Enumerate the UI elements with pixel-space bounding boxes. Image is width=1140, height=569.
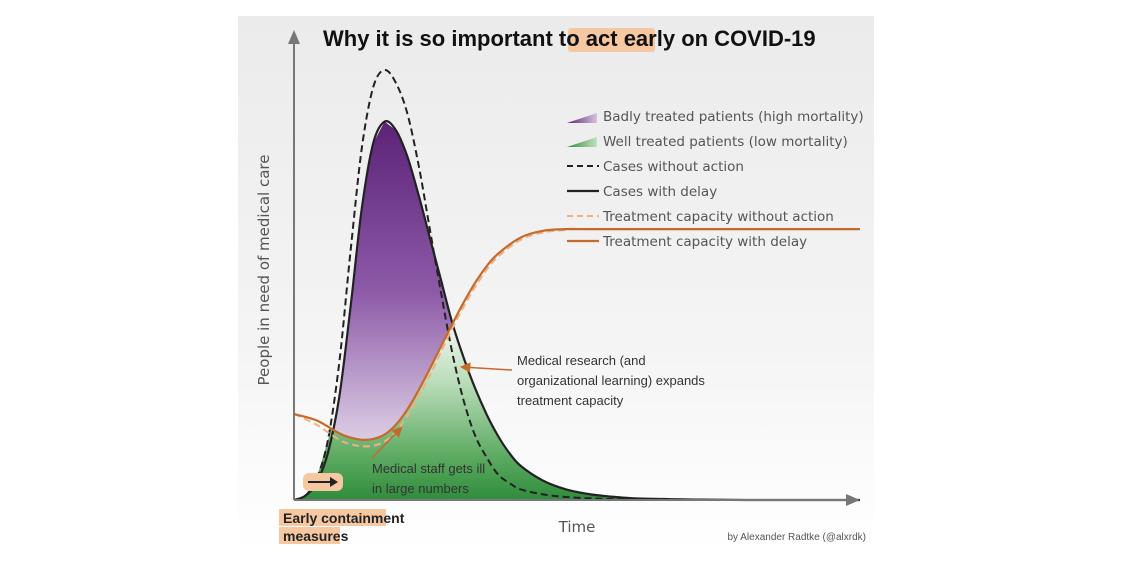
legend-item-well-treated: Well treated patients (low mortality)	[567, 134, 848, 150]
y-axis-label: People in need of medical care	[255, 155, 273, 386]
containment-label-line-1: Early containment	[283, 510, 405, 526]
research-note-line-2: organizational learning) expands	[517, 373, 705, 388]
x-axis-arrow-icon	[846, 494, 860, 506]
axes: People in need of medical care Time	[255, 30, 860, 536]
title-part-1: Why it is so important to	[323, 26, 586, 51]
title-part-highlighted: act early	[586, 26, 676, 51]
y-axis-arrow-icon	[288, 30, 300, 44]
x-axis-label: Time	[558, 518, 596, 536]
chart-title: Why it is so important to act early on C…	[323, 26, 816, 52]
well-treated-area	[294, 323, 860, 500]
title-highlight	[568, 28, 655, 52]
annotation-staff: Medical staff gets ill in large numbers	[371, 426, 485, 496]
research-arrow	[459, 362, 513, 373]
staff-note-line-2: in large numbers	[372, 481, 469, 496]
staff-note-line-1: Medical staff gets ill	[372, 461, 485, 476]
research-note-line-3: treatment capacity	[517, 393, 624, 408]
credit-text: by Alexander Radtke (@alxrdk)	[727, 532, 866, 543]
title-part-3: on COVID-19	[675, 26, 816, 51]
cases-with-delay-line	[293, 120, 860, 502]
legend-item-capacity-without-action: Treatment capacity without action	[567, 209, 834, 225]
research-note-line-1: Medical research (and	[517, 353, 646, 368]
legend-item-cases-without-action: Cases without action	[567, 159, 744, 175]
legend-swatch-purple	[567, 113, 597, 123]
containment-label-bg-2	[279, 527, 340, 544]
legend-label: Well treated patients (low mortality)	[603, 134, 848, 150]
legend-label: Treatment capacity with delay	[602, 234, 807, 250]
early-containment: Early containment measures	[279, 473, 405, 544]
legend-label: Cases without action	[603, 159, 744, 175]
containment-arrow-icon	[330, 477, 338, 487]
containment-label-bg-1	[279, 509, 386, 526]
containment-label-line-2: measures	[283, 528, 349, 544]
legend-item-cases-with-delay: Cases with delay	[567, 184, 717, 200]
legend-item-badly-treated: Badly treated patients (high mortality)	[567, 109, 864, 125]
legend-label: Badly treated patients (high mortality)	[603, 109, 864, 125]
title-text: Why it is so important to act early on C…	[323, 26, 816, 51]
legend-swatch-green	[567, 137, 597, 147]
staff-arrow	[371, 426, 403, 459]
capacity-without-action-line	[293, 228, 860, 448]
legend-item-capacity-with-delay: Treatment capacity with delay	[567, 234, 807, 250]
legend: Badly treated patients (high mortality) …	[567, 109, 864, 250]
annotation-research: Medical research (and organizational lea…	[459, 353, 705, 408]
legend-label: Cases with delay	[603, 184, 717, 200]
legend-label: Treatment capacity without action	[602, 209, 834, 225]
capacity-with-delay-line	[293, 227, 860, 441]
